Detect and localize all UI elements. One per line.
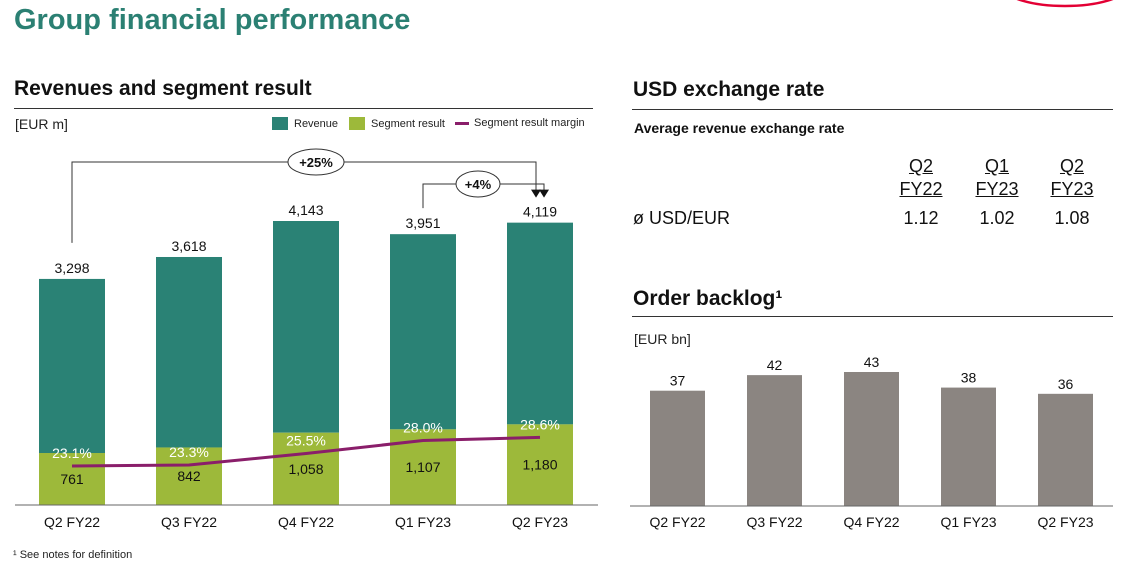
infineon-logo: infineon xyxy=(1016,0,1114,8)
margin-value-label: 25.5% xyxy=(286,433,326,449)
legend-margin-swatch xyxy=(455,121,469,125)
revenue-bar xyxy=(273,221,339,433)
fx-col-header-3: Q2 FY23 xyxy=(1042,155,1102,201)
legend-revenue-swatch xyxy=(272,117,288,130)
fx-col-header-1: Q2 FY22 xyxy=(891,155,951,201)
revenue-value-label: 3,298 xyxy=(54,260,89,276)
revenue-bar xyxy=(390,234,456,430)
segment-result-bar xyxy=(156,447,222,505)
fx-col-header-1-line2: FY22 xyxy=(899,179,943,199)
fx-col-header-3-line1: Q2 xyxy=(1059,156,1084,176)
revenue-title-rule xyxy=(14,108,593,109)
fx-col-header-1-line1: Q2 xyxy=(908,156,933,176)
backlog-value-label: 42 xyxy=(767,357,783,373)
margin-value-label: 23.3% xyxy=(169,444,209,460)
segment-value-label: 1,107 xyxy=(405,459,440,475)
legend-revenue-label: Revenue xyxy=(294,117,339,130)
segment-result-bar xyxy=(39,453,105,505)
fx-col-header-3-line2: FY23 xyxy=(1050,179,1094,199)
backlog-value-label: 37 xyxy=(670,373,686,389)
revenue-bar xyxy=(507,222,573,425)
revenue-bar xyxy=(156,256,222,448)
x-tick-label: Q3 FY22 xyxy=(161,514,217,530)
fx-subtitle: Average revenue exchange rate xyxy=(634,120,845,136)
backlog-bar xyxy=(1038,393,1093,506)
fx-title-rule xyxy=(632,109,1113,110)
backlog-chart: 37 Q2 FY22 42 Q3 FY22 43 Q4 FY22 38 Q1 FY23 36 Q2… xyxy=(630,354,1113,530)
x-tick-label: Q2 FY22 xyxy=(44,514,100,530)
segment-value-label: 761 xyxy=(60,471,84,487)
segment-value-label: 1,058 xyxy=(288,461,323,477)
fx-col-header-2: Q1 FY23 xyxy=(967,155,1027,201)
fx-col-header-2-line2: FY23 xyxy=(975,179,1019,199)
growth-badge-25-label: +25% xyxy=(299,155,333,170)
backlog-x-tick-label: Q4 FY22 xyxy=(843,514,899,530)
fx-value-q2fy23: 1.08 xyxy=(1054,208,1090,228)
page-title: Group financial performance xyxy=(14,4,411,36)
revenue-chart-title: Revenues and segment result xyxy=(14,77,312,100)
margin-value-label: 28.6% xyxy=(520,416,560,432)
growth-badge-4 xyxy=(455,170,501,198)
backlog-x-tick-label: Q2 FY22 xyxy=(649,514,705,530)
backlog-value-label: 36 xyxy=(1058,376,1074,392)
backlog-x-tick-label: Q3 FY22 xyxy=(746,514,802,530)
backlog-title-rule xyxy=(632,316,1113,317)
backlog-bar xyxy=(941,387,996,506)
footnote: ¹ See notes for definition xyxy=(13,549,133,561)
legend-segment-result: Segment result xyxy=(349,117,445,130)
revenue-bar xyxy=(39,278,105,453)
growth-badge-4-label: +4% xyxy=(465,177,492,192)
legend-margin-label: Segment result margin xyxy=(474,117,585,129)
backlog-x-tick-label: Q1 FY23 xyxy=(940,514,996,530)
backlog-bar xyxy=(650,390,705,506)
x-tick-label: Q4 FY22 xyxy=(278,514,334,530)
margin-value-label: 28.0% xyxy=(403,420,443,436)
revenue-value-label: 3,951 xyxy=(405,215,440,231)
revenue-value-label: 3,618 xyxy=(171,238,206,254)
backlog-title: Order backlog¹ xyxy=(633,287,783,310)
backlog-bar xyxy=(844,372,899,506)
revenue-value-label: 4,119 xyxy=(523,204,557,220)
legend-revenue: Revenue xyxy=(272,117,338,130)
fx-value-q1fy23: 1.02 xyxy=(979,208,1015,228)
fx-title: USD exchange rate xyxy=(633,78,825,101)
x-tick-label: Q2 FY23 xyxy=(512,514,568,530)
segment-value-label: 842 xyxy=(177,468,201,484)
legend-segment-swatch xyxy=(349,117,365,130)
segment-value-label: 1,180 xyxy=(522,457,557,473)
backlog-value-label: 43 xyxy=(864,354,880,370)
fx-row-label: ø USD/EUR xyxy=(633,208,731,228)
fx-col-header-2-line1: Q1 xyxy=(984,156,1009,176)
segment-result-bar xyxy=(273,432,339,505)
revenue-value-label: 4,143 xyxy=(288,202,323,218)
legend-segment-label: Segment result xyxy=(371,117,445,130)
margin-line xyxy=(71,435,541,468)
backlog-unit: [EUR bn] xyxy=(634,331,691,347)
growth-badge-25 xyxy=(287,148,345,176)
backlog-value-label: 38 xyxy=(961,370,977,386)
growth-arrow-4 xyxy=(539,189,549,198)
margin-value-label: 23.1% xyxy=(52,445,92,461)
growth-arrow-25 xyxy=(531,189,541,198)
legend-margin: Segment result margin xyxy=(455,117,585,129)
revenue-chart: 3,298 761 Q2 FY22 3,618 842 Q3 FY22 4,143 1,058… xyxy=(15,148,598,530)
backlog-bar xyxy=(747,375,802,506)
backlog-x-tick-label: Q2 FY23 xyxy=(1037,514,1093,530)
fx-value-q2fy22: 1.12 xyxy=(903,208,939,228)
x-tick-label: Q1 FY23 xyxy=(395,514,451,530)
revenue-unit: [EUR m] xyxy=(15,116,68,132)
